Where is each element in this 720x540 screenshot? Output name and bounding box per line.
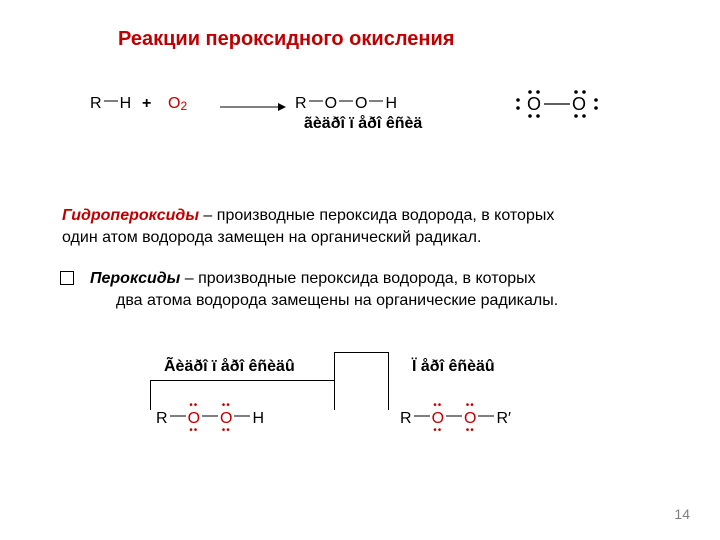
term-gidro: Гидропероксиды bbox=[62, 207, 199, 224]
product-label: ãèäðî ï åðî êñèä bbox=[304, 115, 422, 133]
h-letter: H bbox=[120, 95, 132, 112]
prod-o2: O bbox=[355, 95, 367, 112]
prod-o1: O bbox=[325, 95, 337, 112]
lewis-o1: O bbox=[527, 94, 541, 114]
def2-dash: – bbox=[180, 270, 198, 287]
formula-peroxide: R••O••••O••R′ bbox=[400, 410, 511, 428]
prod-h: H bbox=[385, 95, 397, 112]
def2-text1: производные пероксида водорода, в которы… bbox=[198, 270, 536, 287]
f2-r: R bbox=[400, 410, 412, 427]
lewis-o2: O bbox=[572, 94, 586, 114]
struct-label-2: Ï åðî êñèäû bbox=[412, 358, 495, 376]
definition-peroxides: Пероксиды – производные пероксида водоро… bbox=[62, 268, 667, 311]
frame-line bbox=[150, 380, 151, 410]
f1-h: H bbox=[252, 410, 264, 427]
frame-line bbox=[388, 352, 389, 410]
f2-rp: R′ bbox=[496, 410, 511, 427]
term-perox: Пероксиды bbox=[90, 270, 180, 287]
f1-r: R bbox=[156, 410, 168, 427]
o2-o: O bbox=[168, 95, 180, 112]
reactant-o2: O2 bbox=[168, 95, 187, 113]
def1-text1: производные пероксида водорода, в которы… bbox=[217, 207, 555, 224]
page-number: 14 bbox=[674, 506, 690, 522]
o2-sub: 2 bbox=[180, 99, 187, 113]
frame-line bbox=[150, 380, 334, 381]
prod-r: R bbox=[295, 95, 307, 112]
plus-sign: + bbox=[142, 95, 151, 113]
slide-title: Реакции пероксидного окисления bbox=[118, 28, 454, 51]
reaction-arrow bbox=[220, 101, 286, 113]
def2-text2: два атома водорода замещены на органичес… bbox=[116, 290, 667, 312]
frame-line bbox=[334, 352, 335, 410]
reactant-rh: RH bbox=[90, 95, 131, 113]
definition-hydroperoxides: Гидропероксиды – производные пероксида в… bbox=[62, 205, 667, 248]
def1-text2: один атом водорода замещен на органическ… bbox=[62, 229, 481, 246]
lewis-structure: O O bbox=[500, 85, 610, 125]
struct-label-1: Ãèäðî ï åðî êñèäû bbox=[164, 358, 295, 376]
product-rooh: ROOH bbox=[295, 95, 397, 113]
def1-dash: – bbox=[199, 207, 217, 224]
frame-line bbox=[334, 352, 388, 353]
reaction-equation: RH + O2 ROOH ãèäðî ï åðî êñèä O O bbox=[90, 85, 650, 145]
formula-hydroperoxide: R••O••••O••H bbox=[156, 410, 264, 428]
r-letter: R bbox=[90, 95, 102, 112]
